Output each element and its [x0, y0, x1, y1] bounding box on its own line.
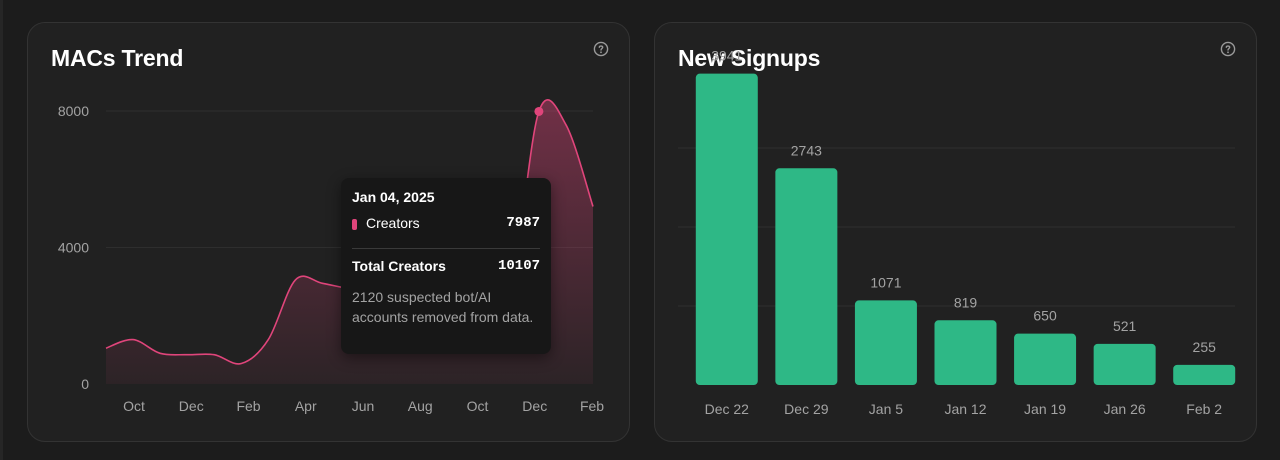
x-tick-label: Dec: [179, 398, 204, 414]
tooltip-series-value: 7987: [506, 215, 540, 231]
x-tick-label: Jan 19: [1024, 401, 1066, 417]
macs-trend-card: MACs Trend 0 4000 8000 Oct Dec Feb Apr Jun Aug Oc…: [27, 22, 630, 442]
new-signups-card: New Signups 3941 Dec 22 2743 Dec 29 1071 Jan …: [654, 22, 1257, 442]
bar-value-label: 819: [954, 294, 978, 310]
x-tick-label: Jan 5: [869, 401, 903, 417]
y-tick-label: 4000: [58, 240, 89, 256]
question-circle-icon[interactable]: [593, 41, 609, 57]
tooltip-divider: [352, 248, 540, 249]
bar-value-label: 2743: [791, 142, 822, 158]
signup-bar[interactable]: [1014, 333, 1077, 385]
x-tick-label: Jan 12: [944, 401, 986, 417]
signup-bar[interactable]: [1173, 364, 1236, 385]
tooltip-note: 2120 suspected bot/AI accounts removed f…: [352, 289, 534, 325]
bar-value-label: 521: [1113, 318, 1137, 334]
y-tick-label: 0: [81, 376, 89, 392]
bar-value-label: 650: [1033, 308, 1057, 324]
x-tick-label: Jun: [352, 398, 375, 414]
signup-bar[interactable]: [854, 300, 917, 385]
tooltip-total-label: Total Creators: [352, 258, 446, 274]
bar-value-label: 1071: [870, 274, 901, 290]
left-edge-divider: [0, 0, 3, 460]
tooltip-series-label: Creators: [366, 215, 420, 231]
x-tick-label: Oct: [467, 398, 489, 414]
signup-bar[interactable]: [934, 320, 997, 385]
tooltip-date: Jan 04, 2025: [352, 189, 435, 205]
x-tick-label: Feb 2: [1186, 401, 1222, 417]
bar-value-label: 255: [1193, 339, 1217, 355]
y-tick-label: 8000: [58, 103, 89, 119]
question-circle-icon[interactable]: [1220, 41, 1236, 57]
new-signups-chart[interactable]: 3941 Dec 22 2743 Dec 29 1071 Jan 5 819 Jan 12 65…: [655, 23, 1258, 443]
x-tick-label: Aug: [408, 398, 433, 414]
x-tick-label: Dec 29: [784, 401, 829, 417]
x-tick-label: Apr: [295, 398, 317, 414]
signup-bar[interactable]: [1093, 343, 1156, 385]
new-signups-title: New Signups: [678, 45, 821, 71]
highlighted-point[interactable]: [534, 106, 544, 116]
bar-value-label: 3941: [711, 48, 742, 64]
x-tick-label: Dec 22: [705, 401, 750, 417]
macs-trend-title: MACs Trend: [51, 45, 184, 71]
x-tick-label: Dec: [522, 398, 547, 414]
x-tick-label: Feb: [236, 398, 260, 414]
signup-bar[interactable]: [695, 73, 758, 385]
x-tick-label: Jan 26: [1104, 401, 1146, 417]
signup-bar[interactable]: [775, 168, 838, 385]
macs-tooltip: Jan 04, 2025 Creators 7987 Total Creator…: [341, 178, 551, 354]
x-tick-label: Feb: [580, 398, 604, 414]
x-tick-label: Oct: [123, 398, 145, 414]
tooltip-total-value: 10107: [497, 258, 540, 274]
creators-swatch: [352, 219, 357, 230]
